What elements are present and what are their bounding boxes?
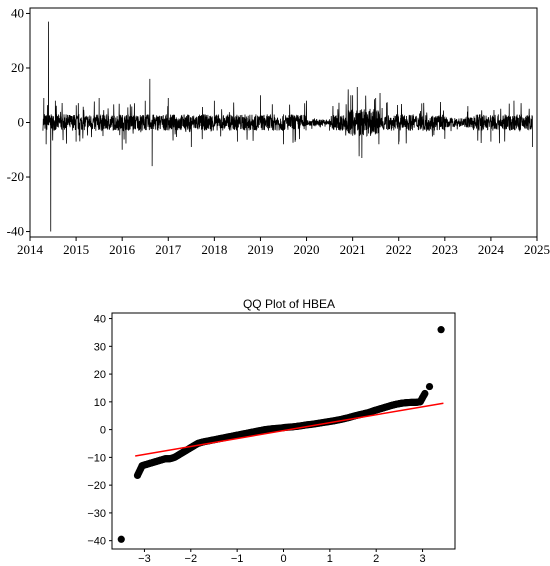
time-series-line [42,21,533,232]
qq-y-tick-label: −10 [87,452,106,464]
x-tick-label: 2019 [247,242,273,257]
qq-point [437,326,445,334]
qq-y-tick-label: 40 [94,314,106,326]
qq-x-tick-label: 1 [327,553,333,565]
x-tick-label: 2017 [155,242,182,257]
qq-x-tick-label: 0 [280,553,286,565]
qq-point [117,535,125,543]
time-series-x-ticks: 2014 2015 2016 2017 2018 2019 2020 2021 2022 2023… [17,237,550,257]
qq-y-tick-label: 10 [94,397,106,409]
qq-point [425,382,434,391]
qq-x-tick-label: −2 [185,553,198,565]
qq-x-tick-label: −1 [231,553,244,565]
qq-y-ticks: 40 30 20 10 0 −10 −20 −30 −40 [87,314,112,548]
y-tick-label: -40 [7,224,24,239]
y-tick-label: 20 [11,60,24,75]
time-series-data [42,21,533,232]
x-tick-label: 2015 [63,242,89,257]
qq-plot-chart: QQ Plot of HBEA −3 −2 −1 0 1 2 3 403020100−10−… [87,297,456,565]
qq-y-tick-label: −20 [87,480,106,492]
y-tick-label: 40 [11,5,24,20]
time-series-y-ticks: 40 20 0 -20 -40 [7,5,30,239]
qq-reference-line [135,402,444,457]
y-tick-label: -20 [7,169,24,184]
x-tick-label: 2016 [109,242,136,257]
qq-y-tick-label: 0 [100,425,106,437]
qq-x-tick-label: −3 [138,553,151,565]
time-series-chart: 2014 2015 2016 2017 2018 2019 2020 2021 2022 2023… [7,5,550,257]
qq-y-tick-label: −30 [87,508,106,520]
x-tick-label: 2023 [432,242,458,257]
qq-x-ticks: −3 −2 −1 0 1 2 3 [138,549,426,565]
x-tick-label: 2018 [201,242,227,257]
x-tick-label: 2022 [386,242,412,257]
x-tick-label: 2014 [17,242,44,257]
qq-y-tick-label: 30 [94,341,106,353]
x-tick-label: 2024 [478,242,505,257]
qq-x-tick-label: 2 [373,553,379,565]
qq-y-tick-label: −40 [87,536,106,548]
qq-y-tick-label: 20 [94,369,106,381]
x-tick-label: 2021 [340,242,366,257]
qq-point [421,389,429,398]
qq-plot-title: QQ Plot of HBEA [243,297,335,311]
qq-x-tick-label: 3 [419,553,425,565]
y-tick-label: 0 [18,115,25,130]
x-tick-label: 2025 [524,242,550,257]
x-tick-label: 2020 [294,242,320,257]
